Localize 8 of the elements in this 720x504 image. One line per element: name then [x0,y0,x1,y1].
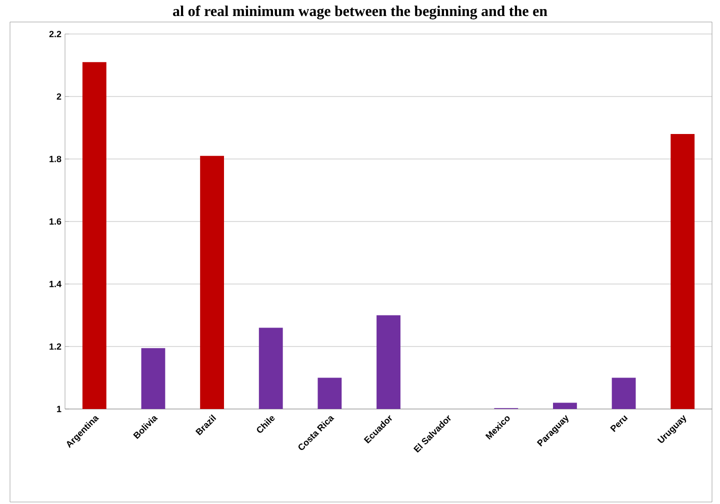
y-tick-label: 1.8 [50,156,62,162]
y-tick-label: 1.6 [50,218,62,225]
y-tick-label: 2.2 [49,30,62,38]
y-tick-label: 2 [56,93,62,100]
chart-title: al of real minimum wage between the beginning and the en [172,6,548,20]
y-tick-label: 1.4 [50,280,62,288]
y-tick-label: 1 [57,406,62,412]
y-tick-label: 1.2 [50,343,62,350]
